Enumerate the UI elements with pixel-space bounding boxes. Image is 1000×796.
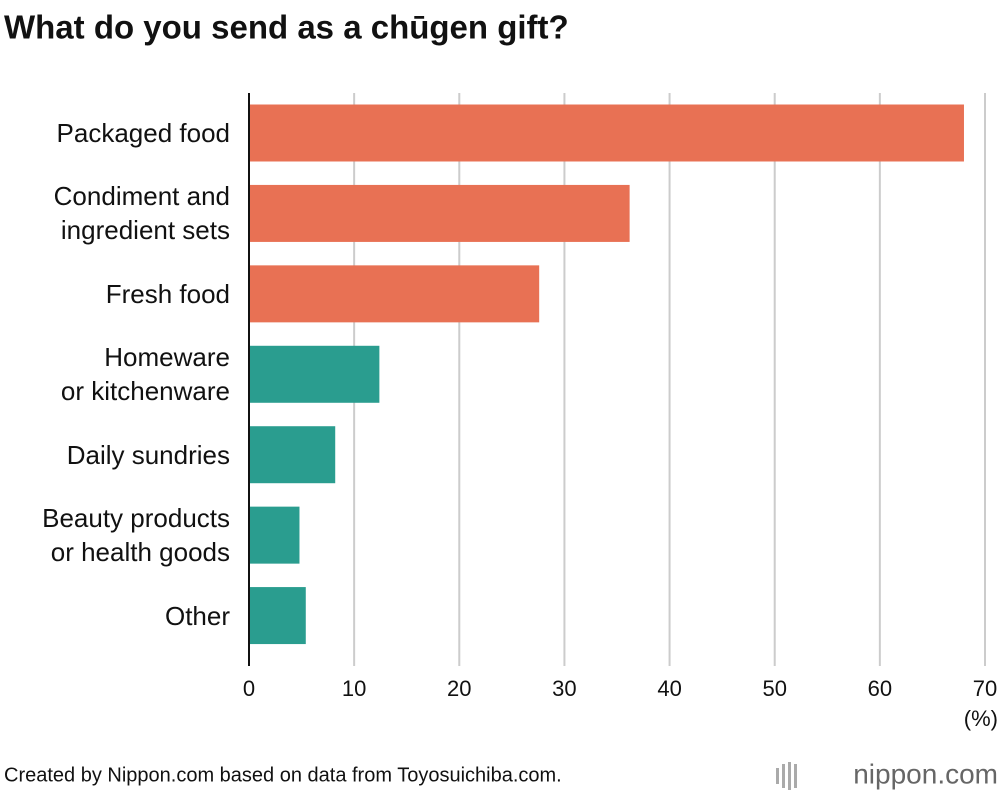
x-tick-label: 40 — [657, 676, 681, 701]
y-tick-label: Daily sundries — [66, 439, 230, 470]
source-note: Created by Nippon.com based on data from… — [4, 764, 562, 786]
bar — [249, 587, 306, 645]
bar — [249, 345, 380, 403]
bar — [249, 104, 964, 162]
x-tick-label: 0 — [243, 676, 255, 701]
chart-title: What do you send as a chūgen gift? — [4, 9, 569, 46]
bar — [249, 265, 540, 323]
x-tick-label: 20 — [447, 676, 471, 701]
y-tick-label: Fresh food — [105, 278, 230, 309]
y-tick-label: Other — [164, 600, 230, 631]
bar — [249, 426, 336, 484]
x-tick-label: 50 — [762, 676, 786, 701]
logo: nippon.com — [853, 758, 998, 789]
x-tick-label: 70 — [973, 676, 997, 701]
x-axis-label: (%) — [964, 706, 998, 731]
bar — [249, 184, 630, 242]
y-tick-label: Packaged food — [56, 118, 230, 148]
y-tick-label: Condiment and ingredient sets — [53, 181, 230, 246]
bar — [249, 506, 300, 564]
y-tick-label: Beauty products or health goods — [42, 503, 230, 568]
logo-icon — [776, 762, 797, 790]
x-tick-label: 60 — [868, 676, 892, 701]
y-tick-label: Homeware or kitchenware — [60, 342, 230, 407]
x-tick-label: 30 — [552, 676, 576, 701]
x-tick-label: 10 — [342, 676, 366, 701]
